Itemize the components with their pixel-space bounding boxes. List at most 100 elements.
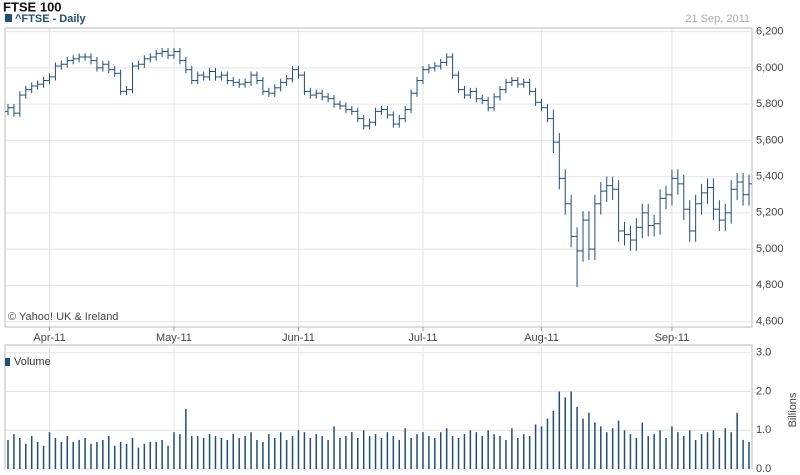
volume-bar xyxy=(25,443,27,469)
volume-bar xyxy=(78,439,80,469)
y-tick-label: 3.0 xyxy=(756,347,771,359)
volume-bar xyxy=(487,430,489,469)
y-tick-label: 4,800 xyxy=(756,279,784,291)
y-tick-label: 6,000 xyxy=(756,62,784,74)
y-tick-label: 6,200 xyxy=(756,26,784,38)
volume-bar xyxy=(434,438,436,469)
volume-bar xyxy=(72,441,74,469)
volume-bar xyxy=(380,438,383,469)
volume-bar xyxy=(279,432,282,469)
volume-bar xyxy=(647,436,649,469)
legend-label: Volume xyxy=(14,356,51,368)
x-tick-label: Sep-11 xyxy=(655,332,690,344)
x-tick-label: Jun-11 xyxy=(282,332,315,344)
volume-bar xyxy=(558,391,561,469)
volume-bar xyxy=(416,434,418,469)
volume-bar xyxy=(333,426,335,469)
y-tick-label: 5,800 xyxy=(756,98,784,110)
volume-bar xyxy=(671,426,673,469)
volume-bar xyxy=(694,439,697,469)
volume-bar xyxy=(576,407,578,469)
volume-bar xyxy=(345,436,347,469)
volume-bar xyxy=(96,441,98,469)
y-tick-label: 5,200 xyxy=(756,207,784,219)
volume-bar xyxy=(48,432,51,469)
volume-bar xyxy=(54,438,57,469)
volume-panel xyxy=(4,344,753,470)
volume-bar xyxy=(113,445,116,469)
volume-bar xyxy=(208,434,211,469)
volume-bar xyxy=(42,445,45,469)
y-axis-label: Billions xyxy=(787,392,799,427)
volume-bar xyxy=(321,436,323,469)
volume-bar xyxy=(564,397,566,469)
y-tick-label: 5,600 xyxy=(756,134,784,146)
volume-bar xyxy=(570,391,572,469)
volume-bar xyxy=(517,438,519,469)
volume-bar xyxy=(677,432,679,469)
volume-bar xyxy=(368,436,371,469)
volume-bar xyxy=(220,438,223,469)
volume-bar xyxy=(493,434,495,469)
volume-bar xyxy=(250,432,252,469)
y-tick-label: 0.0 xyxy=(756,463,771,475)
volume-bar xyxy=(226,439,229,469)
x-tick-label: Jul-11 xyxy=(408,332,437,344)
volume-bar xyxy=(297,430,300,469)
volume-bar xyxy=(457,438,460,469)
volume-bar xyxy=(7,439,9,469)
volume-bar xyxy=(185,408,187,469)
volume-bar xyxy=(179,434,181,469)
volume-bar xyxy=(641,422,644,469)
legend-swatch xyxy=(5,14,12,22)
volume-bar xyxy=(238,438,240,469)
volume-bar xyxy=(582,418,584,469)
volume-bar xyxy=(173,432,175,469)
volume-bar xyxy=(90,443,92,469)
copyright: © Yahoo! UK & Ireland xyxy=(8,311,118,323)
volume-bar xyxy=(386,432,389,469)
legend-swatch xyxy=(5,358,10,366)
volume-bar xyxy=(262,441,264,469)
volume-bar xyxy=(232,434,235,469)
price-panel xyxy=(4,27,753,328)
volume-bar xyxy=(398,439,400,469)
volume-bar xyxy=(191,436,193,469)
volume-bar xyxy=(108,436,110,469)
volume-bar xyxy=(315,434,318,469)
volume-bar xyxy=(528,436,531,469)
volume-bar xyxy=(339,438,341,469)
volume-bar xyxy=(605,432,608,469)
volume-bar xyxy=(683,436,685,469)
volume-bar xyxy=(546,418,549,469)
volume-bar xyxy=(463,434,466,469)
volume-bar xyxy=(404,428,406,469)
volume-bar xyxy=(665,438,667,469)
volume-bar xyxy=(60,441,63,469)
volume-bar xyxy=(125,443,128,469)
volume-bar xyxy=(102,439,104,469)
legend-label: ^FTSE - Daily xyxy=(15,13,86,25)
y-tick-label: 1.0 xyxy=(756,424,771,436)
volume-bar xyxy=(422,432,424,469)
x-tick-label: Aug-11 xyxy=(524,332,559,344)
volume-bar xyxy=(653,434,655,469)
volume-bar xyxy=(214,436,217,469)
volume-bar xyxy=(730,432,732,469)
volume-bar xyxy=(291,436,294,469)
volume-bar xyxy=(588,412,590,469)
volume-bar xyxy=(748,441,750,469)
volume-bar xyxy=(374,434,377,469)
volume-bar xyxy=(13,434,15,469)
volume-bar xyxy=(327,439,329,469)
volume-bar xyxy=(706,432,709,469)
volume-bar xyxy=(143,443,146,469)
volume-bar xyxy=(712,430,715,469)
volume-bar xyxy=(30,436,33,469)
volume-bar xyxy=(392,436,395,469)
y-tick-label: 5,400 xyxy=(756,171,784,183)
volume-bar xyxy=(268,434,270,469)
volume-bar xyxy=(303,432,306,469)
volume-bar xyxy=(84,438,86,469)
